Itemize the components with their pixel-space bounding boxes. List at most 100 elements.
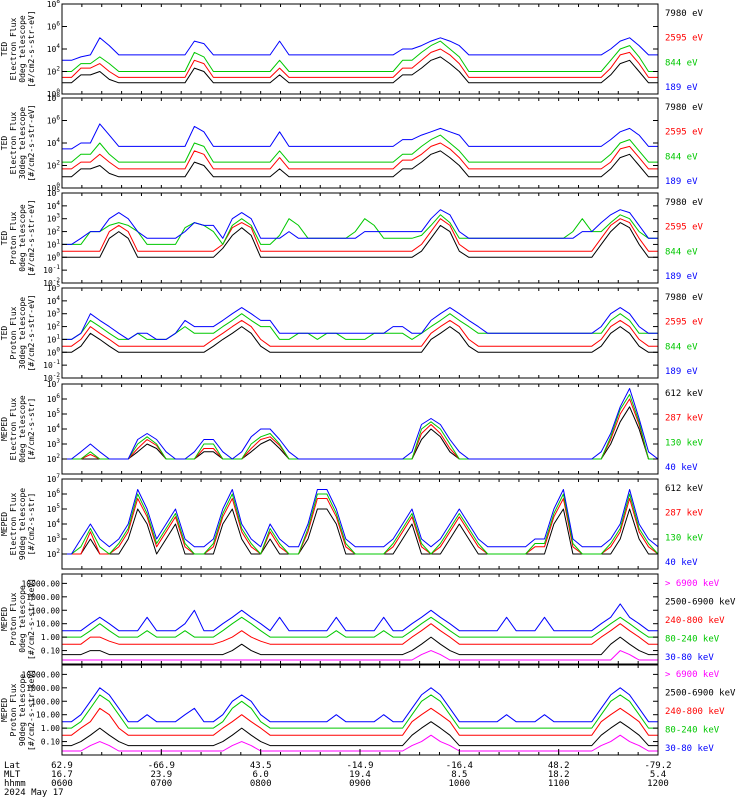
x-row-label: hhmm bbox=[4, 779, 26, 789]
y-tick-labels: 102 103 104 105 106 107 bbox=[47, 473, 658, 559]
series-line-6-3 bbox=[62, 493, 659, 555]
series-line-8-4 bbox=[62, 694, 658, 729]
y-tick-labels: 100 102 104 106 108 bbox=[47, 0, 658, 99]
date-label: 2024 May 17 bbox=[4, 788, 64, 798]
y-tick-label: 100 bbox=[47, 182, 61, 193]
y-tick-label: 103 bbox=[47, 533, 61, 544]
legend-entry: 130 keV bbox=[665, 438, 704, 448]
legend-entry: > 6900 keV bbox=[665, 579, 720, 589]
x-tick-label: 43.5 bbox=[250, 761, 272, 771]
series-line-8-2 bbox=[62, 721, 658, 747]
y-axis-label: MEPED Proton Flux 90deg telescope [#/cm2-s-… bbox=[0, 669, 36, 751]
x-tick-label: -79.2 bbox=[644, 761, 671, 771]
y-tick-label: 10-1 bbox=[43, 359, 60, 370]
y-tick-label: 102 bbox=[47, 548, 61, 559]
y-axis-label-line: Proton Flux bbox=[9, 211, 18, 264]
legend-entry: 612 keV bbox=[665, 484, 704, 494]
y-axis-label: TED Proton Flux 30deg telescope [#/cm2-s-st… bbox=[0, 294, 36, 371]
y-axis-label-line: [#/cm2-s-str-keV] bbox=[27, 578, 36, 660]
series-line-8-1 bbox=[62, 734, 658, 752]
y-tick-label: 102 bbox=[47, 160, 61, 171]
y-tick-label: 102 bbox=[47, 226, 61, 237]
y-axis-label-line: 90deg telescope bbox=[18, 488, 27, 560]
y-axis-label: MEPED Electron Flux 90deg telescope [#/cm2-… bbox=[0, 488, 36, 560]
series-line-8-3 bbox=[62, 707, 658, 736]
x-tick-label: 6.0 bbox=[253, 770, 269, 780]
legend-entry: 30-80 keV bbox=[665, 744, 714, 754]
series-line-1-1 bbox=[62, 56, 658, 84]
y-tick-label: 10.00 bbox=[36, 711, 60, 720]
series-line-7-1 bbox=[62, 650, 658, 661]
legend: > 6900 keV 2500-6900 keV 240-800 keV 80-240… bbox=[665, 579, 736, 663]
x-tick-label: 0900 bbox=[349, 779, 371, 789]
y-tick-label: 104 bbox=[47, 43, 61, 54]
x-tick-label: 23.9 bbox=[150, 770, 172, 780]
legend-entry: 844 eV bbox=[665, 152, 698, 162]
y-axis-label-line: [#/cm2-s-str-eV] bbox=[27, 199, 36, 276]
y-axis-label-line: [#/cm2-s-str-eV] bbox=[27, 294, 36, 371]
y-axis-label-line: 30deg telescope bbox=[18, 107, 27, 179]
y-axis-label-line: 30deg telescope bbox=[18, 297, 27, 369]
y-tick-label: 105 bbox=[47, 503, 61, 514]
y-axis-label-line: TED bbox=[0, 326, 9, 341]
y-tick-labels: 102 103 104 105 106 107 bbox=[47, 378, 658, 464]
legend-entry: 130 keV bbox=[665, 533, 704, 543]
y-axis-label-line: [#/cm2-s-str] bbox=[27, 398, 36, 461]
y-tick-label: 102 bbox=[47, 321, 61, 332]
y-tick-label: 108 bbox=[47, 92, 61, 103]
y-tick-label: 103 bbox=[47, 308, 61, 319]
y-tick-label: 107 bbox=[47, 473, 61, 484]
series-line-4-2 bbox=[62, 319, 658, 347]
x-tick-label: 19.4 bbox=[349, 770, 371, 780]
legend-entry: 240-800 keV bbox=[665, 707, 725, 717]
y-axis-label: TED Proton Flux 0deg telescope [#/cm2-s-str… bbox=[0, 199, 36, 276]
series-line-3-1 bbox=[62, 222, 658, 258]
y-tick-label: 106 bbox=[47, 115, 61, 126]
y-axis-label-line: [#/cm2-s-str-eV] bbox=[27, 104, 36, 181]
y-tick-label: 1.00 bbox=[41, 724, 60, 733]
legend: 612 keV 287 keV 130 keV 40 keV bbox=[665, 484, 704, 568]
x-tick-label: -66.9 bbox=[148, 761, 175, 771]
y-axis-label-line: [#/cm2-s-str-eV] bbox=[27, 10, 36, 87]
legend-entry: 2595 eV bbox=[665, 318, 704, 328]
y-tick-label: 0.10 bbox=[41, 647, 60, 656]
y-axis-label-line: Electron Flux bbox=[9, 493, 18, 556]
y-tick-label: 105 bbox=[47, 187, 61, 198]
y-axis-label: TED Electron Flux 0deg telescope [#/cm2-s-s… bbox=[0, 10, 36, 87]
series-line-7-3 bbox=[62, 623, 658, 645]
panel-5: 102 103 104 105 106 107 MEPED Electron Flux 0deg… bbox=[0, 378, 704, 475]
y-tick-label: 104 bbox=[47, 423, 61, 434]
y-axis-label-line: Electron Flux bbox=[9, 112, 18, 175]
y-tick-label: 100.00 bbox=[31, 606, 60, 615]
y-axis-label-line: Proton Flux bbox=[9, 683, 18, 736]
y-axis-label-line: 0deg telescope bbox=[18, 15, 27, 83]
y-tick-label: 100 bbox=[47, 88, 61, 99]
y-axis-label-line: MEPED bbox=[0, 698, 9, 722]
x-tick-label: 16.7 bbox=[51, 770, 73, 780]
y-tick-label: 10-2 bbox=[43, 372, 60, 383]
legend-entry: 30-80 keV bbox=[665, 653, 714, 663]
legend-entry: 844 eV bbox=[665, 58, 698, 68]
y-tick-label: 105 bbox=[47, 408, 61, 419]
legend-entry: 2595 eV bbox=[665, 34, 704, 44]
series-line-7-5 bbox=[62, 603, 658, 632]
series-line-7-4 bbox=[62, 616, 658, 638]
y-tick-label: 100 bbox=[47, 251, 61, 262]
legend-entry: 189 eV bbox=[665, 177, 698, 187]
y-tick-labels: 0.10 1.00 10.00 100.00 1000.00 10000.00 bbox=[21, 579, 658, 656]
x-tick-label: 0600 bbox=[51, 779, 73, 789]
y-tick-label: 108 bbox=[47, 0, 61, 9]
y-tick-label: 106 bbox=[47, 21, 61, 32]
y-tick-label: 104 bbox=[47, 200, 61, 211]
x-tick-label: 5.4 bbox=[650, 770, 666, 780]
y-tick-label: 1.00 bbox=[41, 633, 60, 642]
x-tick-label: 0700 bbox=[150, 779, 172, 789]
series-line-2-3 bbox=[62, 134, 658, 163]
series-line-5-2 bbox=[62, 398, 658, 460]
legend-entry: 844 eV bbox=[665, 247, 698, 257]
series-line-6-4 bbox=[62, 489, 659, 555]
legend-entry: > 6900 keV bbox=[665, 670, 720, 680]
